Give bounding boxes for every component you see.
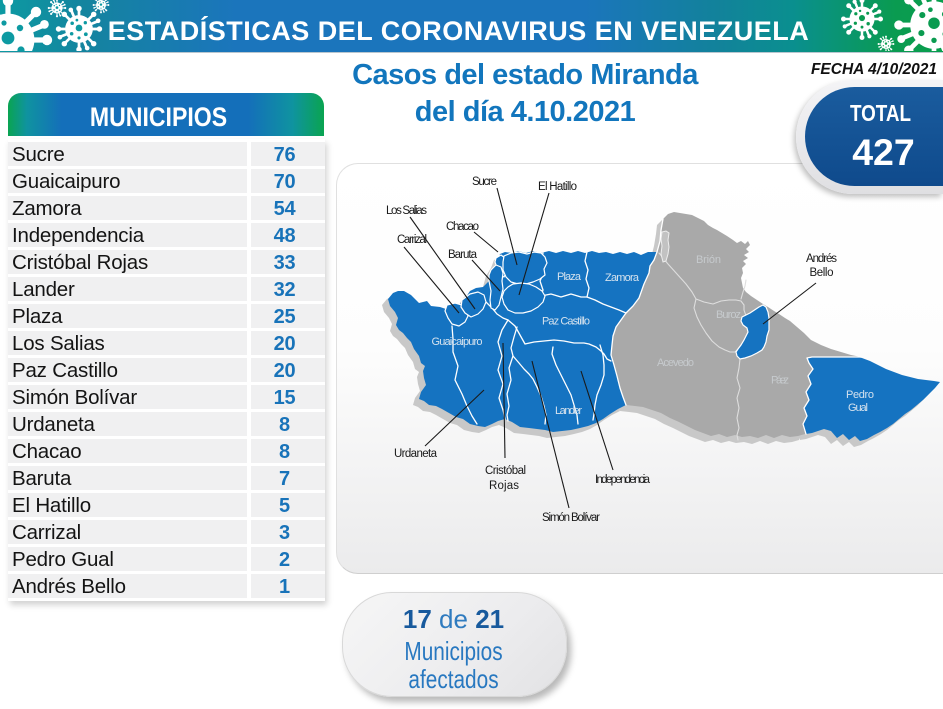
- svg-text:Paz Castillo: Paz Castillo: [542, 316, 590, 328]
- svg-text:Rojas: Rojas: [489, 480, 519, 492]
- svg-text:Sucre: Sucre: [472, 176, 497, 188]
- svg-text:Baruta: Baruta: [448, 249, 478, 261]
- svg-text:Chacao: Chacao: [446, 221, 479, 233]
- svg-text:Zamora: Zamora: [605, 272, 640, 284]
- svg-text:Plaza: Plaza: [557, 271, 582, 283]
- svg-text:Carrizal: Carrizal: [397, 234, 427, 246]
- svg-text:Gual: Gual: [848, 402, 868, 414]
- svg-text:Urdaneta: Urdaneta: [394, 448, 438, 460]
- svg-text:El Hatillo: El Hatillo: [538, 181, 577, 193]
- svg-text:Cristóbal: Cristóbal: [485, 465, 526, 477]
- svg-text:Independencia: Independencia: [595, 474, 651, 486]
- svg-text:Simón Bolívar: Simón Bolívar: [542, 512, 600, 524]
- svg-text:Páez: Páez: [771, 375, 789, 387]
- svg-text:Pedro: Pedro: [846, 389, 874, 401]
- svg-text:Brión: Brión: [696, 254, 721, 266]
- svg-text:Lander: Lander: [555, 405, 582, 417]
- svg-text:Los Salias: Los Salias: [386, 205, 427, 217]
- svg-text:Buroz: Buroz: [716, 309, 741, 321]
- svg-text:Acevedo: Acevedo: [657, 357, 694, 369]
- svg-text:Guaicaipuro: Guaicaipuro: [432, 336, 483, 348]
- svg-text:Andrés: Andrés: [806, 253, 837, 265]
- svg-text:Bello: Bello: [810, 267, 834, 279]
